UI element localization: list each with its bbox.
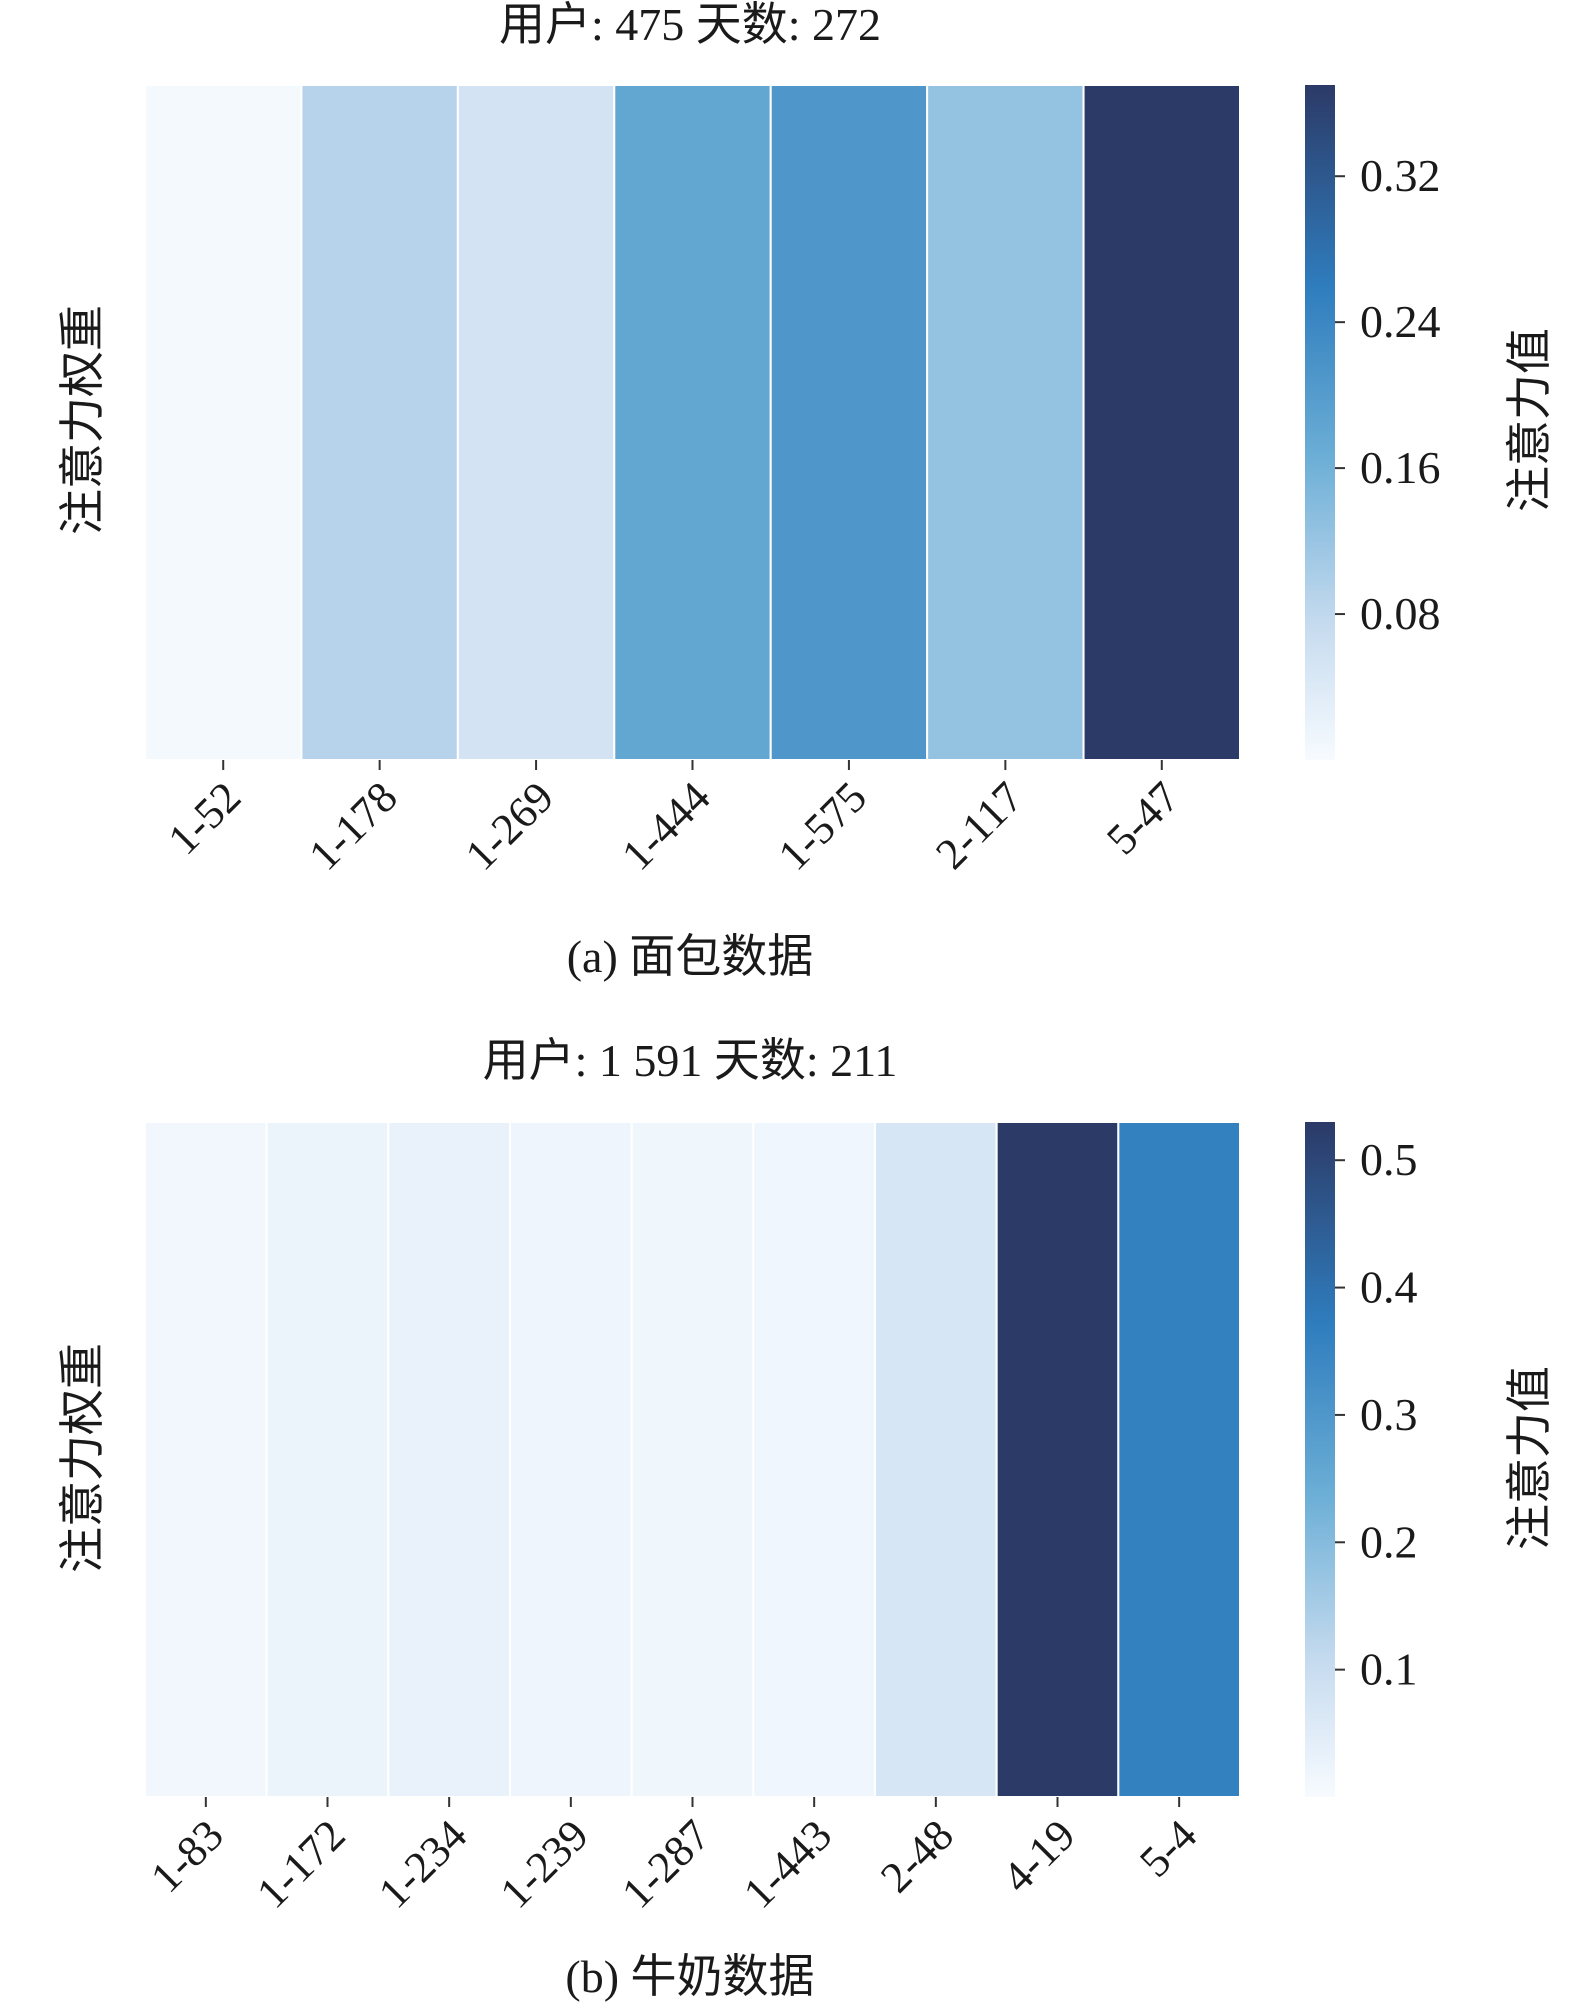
heatmap-cell-2-48 — [874, 1121, 998, 1798]
colorbar-tick-label: 0.24 — [1360, 296, 1441, 347]
panel-caption: (b) 牛奶数据 — [565, 1951, 814, 2002]
y-axis-label: 注意力权重 — [57, 305, 108, 535]
heatmap-cell-1-83 — [144, 1121, 268, 1798]
x-tick-label: 1-52 — [159, 772, 251, 864]
heatmap-cell-1-444 — [613, 84, 772, 761]
x-axis-ticks: 1-83 1-172 1-234 1-239 1-287 1-443 2-48 4-19 5-4 — [141, 1797, 1206, 1918]
chart-title: 用户: 1 591 天数: 211 — [483, 1035, 898, 1086]
heatmap-panel-milk: 用户: 1 591 天数: 211 注意力权重 1-83 1-172 1-234 1-… — [57, 1035, 1555, 2002]
x-tick-label: 1-269 — [456, 772, 563, 879]
heatmap-cell-1-234 — [387, 1121, 512, 1798]
colorbar-ticks: 0.1 0.2 0.3 0.4 0.5 — [1335, 1134, 1418, 1695]
x-tick-label: 2-117 — [926, 772, 1032, 878]
heatmap-cell-5-4 — [1117, 1121, 1242, 1798]
heatmap-cell-1-172 — [265, 1121, 390, 1798]
panel-caption: (a) 面包数据 — [567, 931, 814, 982]
heatmap-cells — [144, 1121, 1242, 1798]
x-tick-label: 1-178 — [299, 772, 406, 879]
colorbar-tick-label: 0.08 — [1360, 588, 1441, 639]
heatmap-cell-1-287 — [630, 1121, 755, 1798]
heatmap-cell-2-117 — [926, 84, 1085, 761]
heatmap-cell-4-19 — [995, 1121, 1120, 1798]
colorbar — [1305, 1122, 1335, 1797]
x-tick-label: 1-575 — [769, 772, 876, 879]
x-tick-label: 1-239 — [491, 1810, 598, 1917]
x-tick-label: 1-172 — [247, 1810, 354, 1917]
x-tick-label: 1-443 — [734, 1810, 841, 1917]
x-tick-label: 1-287 — [612, 1810, 719, 1917]
x-tick-label: 5-47 — [1097, 772, 1189, 864]
heatmap-panel-bread: 用户: 475 天数: 272 注意力权重 1-52 1-178 1-269 1-44… — [57, 0, 1555, 982]
x-tick-label: 1-234 — [369, 1810, 476, 1917]
x-tick-label: 4-19 — [993, 1810, 1085, 1902]
colorbar-label: 注意力值 — [1504, 1366, 1555, 1550]
heatmap-cell-1-269 — [456, 84, 616, 761]
colorbar-tick-label: 0.32 — [1360, 150, 1441, 201]
x-tick-label: 2-48 — [871, 1810, 963, 1902]
x-tick-label: 5-4 — [1130, 1810, 1206, 1886]
colorbar-tick-label: 0.3 — [1360, 1389, 1418, 1440]
heatmap-cell-5-47 — [1082, 84, 1241, 761]
x-axis-ticks: 1-52 1-178 1-269 1-444 1-575 2-117 5-47 — [159, 760, 1189, 880]
chart-title: 用户: 475 天数: 272 — [499, 0, 881, 50]
colorbar-tick-label: 0.4 — [1360, 1262, 1418, 1313]
y-axis-label: 注意力权重 — [57, 1343, 108, 1573]
x-tick-label: 1-444 — [612, 772, 719, 879]
heatmap-cell-1-239 — [509, 1121, 633, 1798]
x-tick-label: 1-83 — [141, 1810, 233, 1902]
heatmap-cells — [144, 84, 1241, 761]
heatmap-cell-1-443 — [752, 1121, 876, 1798]
colorbar-tick-label: 0.16 — [1360, 442, 1441, 493]
colorbar-ticks: 0.08 0.16 0.24 0.32 — [1335, 150, 1441, 639]
heatmap-cell-1-575 — [769, 84, 929, 761]
heatmap-cell-1-178 — [300, 84, 459, 761]
colorbar-tick-label: 0.2 — [1360, 1516, 1418, 1567]
colorbar — [1305, 85, 1335, 760]
heatmap-cell-1-52 — [144, 84, 303, 761]
colorbar-tick-label: 0.1 — [1360, 1644, 1418, 1695]
colorbar-tick-label: 0.5 — [1360, 1134, 1418, 1185]
colorbar-label: 注意力值 — [1504, 328, 1555, 512]
